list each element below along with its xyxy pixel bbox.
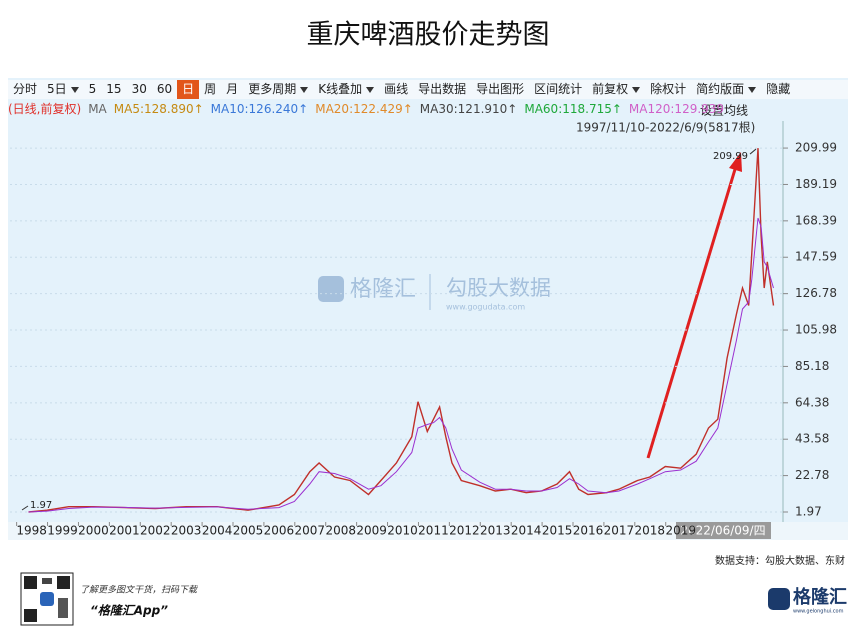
y-tick-label: 22.78 — [795, 468, 829, 482]
toolbar-button[interactable]: 5 — [88, 82, 97, 96]
price-line — [28, 148, 775, 513]
min-label: 1.97 — [30, 500, 52, 511]
indicator: MA30:121.910↑ — [419, 101, 518, 116]
y-tick-label: 209.99 — [795, 141, 837, 155]
footer-app: “格隆汇App” — [90, 604, 168, 618]
logo-icon — [768, 588, 790, 610]
indicator: MA5:128.890↑ — [113, 101, 204, 116]
indicator: MA10:126.240↑ — [210, 101, 309, 116]
cursor-box — [676, 522, 771, 539]
toolbar-button[interactable]: 区间统计 — [534, 82, 583, 96]
toolbar-button[interactable]: 月 — [226, 82, 239, 96]
x-tick-label: 2017 — [604, 524, 635, 538]
qr-finder — [24, 576, 37, 589]
y-tick-label: 1.97 — [795, 505, 822, 519]
cursor-label: 2022/06/09/四 — [680, 524, 765, 538]
x-tick-label: 2011 — [418, 524, 449, 538]
x-tick-label: 2013 — [480, 524, 511, 538]
watermark-url: www.gogudata.com — [446, 303, 525, 312]
qr-logo — [40, 592, 54, 606]
max-pointer — [749, 148, 757, 155]
toolbar-button[interactable]: 导出数据 — [418, 82, 467, 96]
indicator: MA120:129.939 — [628, 101, 725, 116]
toolbar-button[interactable]: 导出图形 — [476, 82, 525, 96]
x-tick-label: 2006 — [264, 524, 295, 538]
x-tick-label: 2016 — [573, 524, 604, 538]
x-tick-label: 2008 — [325, 524, 356, 538]
toolbar-button[interactable]: 30 — [131, 82, 147, 96]
x-tick-label: 2007 — [295, 524, 326, 538]
source: 数据支持：勾股大数据、东财 — [715, 554, 845, 567]
toolbar-button[interactable]: 分时 — [13, 82, 38, 96]
x-tick-label: 2004 — [202, 524, 233, 538]
qr-finder — [24, 609, 37, 622]
indicator: MA60:118.715↑ — [524, 101, 622, 116]
toolbar-button[interactable]: 日 — [177, 80, 200, 99]
x-tick-label: 2005 — [233, 524, 264, 538]
range-label: 1997/11/10-2022/6/9(5817根) — [576, 121, 755, 135]
trend-arrow-head — [729, 152, 742, 172]
toolbar-button[interactable]: 5日 — [42, 80, 84, 99]
trend-arrow — [646, 165, 738, 459]
y-tick-label: 105.98 — [795, 323, 837, 337]
x-tick-label: 2014 — [511, 524, 542, 538]
x-tick-label: 2009 — [356, 524, 387, 538]
toolbar-button[interactable]: 周 — [204, 82, 217, 96]
y-tick-label: 126.78 — [795, 286, 837, 300]
ma-settings[interactable]: 设置均线 — [700, 104, 748, 118]
min-pointer — [21, 505, 29, 511]
watermark: 格隆汇 勾股大数据 www.gogudata.com — [318, 274, 551, 312]
watermark-brand: 格隆汇 — [350, 277, 416, 302]
qr-code — [20, 572, 74, 626]
footer-promo: 了解更多图文干货，扫码下载 — [80, 585, 198, 596]
max-label: 209.99 — [713, 151, 748, 162]
qr-dots — [42, 578, 52, 584]
y-tick-label: 43.58 — [795, 432, 829, 446]
x-tick-label: 1998 — [16, 524, 47, 538]
toolbar: 分时 5日 5 15 30 60 日周月更多周期 K线叠加 画线 导出数据 导出图形 区间统计 前复权除… — [8, 80, 848, 99]
indicator: MA20:122.429↑ — [315, 101, 413, 116]
toolbar-button[interactable]: 前复权 — [587, 80, 645, 99]
y-tick-label: 85.18 — [795, 359, 829, 373]
x-axis-strip — [8, 522, 848, 540]
y-tick-label: 189.19 — [795, 177, 837, 191]
toolbar-button[interactable]: 15 — [106, 82, 122, 96]
x-tick-label: 2018 — [635, 524, 666, 538]
chart-panel — [8, 78, 848, 540]
watermark-partner: 勾股大数据 — [446, 276, 551, 300]
indicator-row: (日线,前复权) MA MA5:128.890↑ MA10:126.240↑ MA20:… — [8, 100, 808, 117]
x-tick-label: 2010 — [387, 524, 418, 538]
page-title: 重庆啤酒股价走势图 — [307, 20, 550, 51]
x-tick-label: 2012 — [449, 524, 480, 538]
footer-logo: 格隆汇 — [793, 586, 847, 608]
watermark-icon — [318, 276, 344, 302]
x-tick-label: 2003 — [171, 524, 202, 538]
x-tick-label: 2019 — [665, 524, 696, 538]
qr-finder — [57, 576, 70, 589]
y-tick-label: 64.38 — [795, 395, 829, 409]
indicator: (日线,前复权) — [8, 102, 82, 116]
y-tick-label: 147.59 — [795, 250, 837, 264]
x-tick-label: 2001 — [109, 524, 140, 538]
toolbar-button[interactable]: 60 — [156, 82, 173, 96]
x-tick-label: 2015 — [542, 524, 573, 538]
toolbar-button[interactable]: 更多周期 — [243, 80, 313, 99]
toolbar-button[interactable]: 画线 — [384, 82, 409, 96]
toolbar-button[interactable]: 除权计 — [650, 82, 687, 96]
toolbar-button[interactable]: 隐藏 — [766, 82, 791, 96]
x-tick-label: 2000 — [78, 524, 109, 538]
indicator: MA — [88, 101, 107, 116]
x-tick-label: 1999 — [47, 524, 78, 538]
range-box — [574, 119, 774, 136]
footer-logo-url: www.gelonghui.com — [793, 609, 844, 615]
y-tick-label: 168.39 — [795, 213, 837, 227]
price-line — [28, 217, 774, 513]
qr-dots — [58, 598, 68, 618]
toolbar-button[interactable]: 简约版面 — [691, 80, 761, 99]
x-tick-label: 2002 — [140, 524, 171, 538]
toolbar-button[interactable]: K线叠加 — [313, 80, 379, 99]
